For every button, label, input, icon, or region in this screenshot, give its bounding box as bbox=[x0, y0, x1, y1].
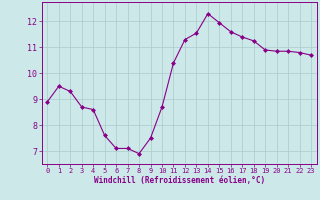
X-axis label: Windchill (Refroidissement éolien,°C): Windchill (Refroidissement éolien,°C) bbox=[94, 176, 265, 185]
